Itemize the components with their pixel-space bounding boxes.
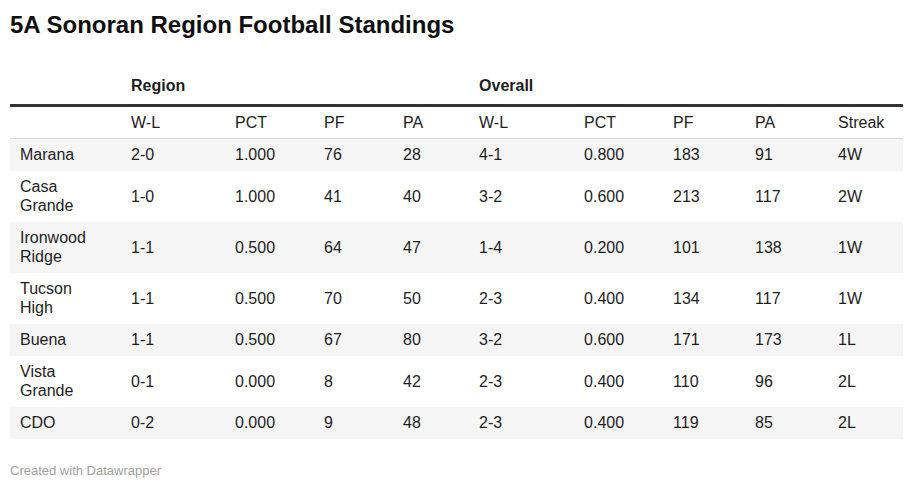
streak: 2L	[838, 356, 903, 407]
overall-pa: 117	[755, 273, 838, 324]
region-pa: 47	[403, 222, 479, 273]
region-pa: 48	[403, 407, 479, 439]
overall-wl: 2-3	[479, 407, 584, 439]
overall-pa: 96	[755, 356, 838, 407]
region-pa: 42	[403, 356, 479, 407]
overall-pa: 173	[755, 324, 838, 356]
team-name: Tucson High	[10, 273, 131, 324]
overall-pa: 117	[755, 171, 838, 222]
overall-pf: 171	[673, 324, 755, 356]
region-wl: 0-2	[131, 407, 235, 439]
overall-wl: 3-2	[479, 324, 584, 356]
region-pct: 0.000	[235, 356, 324, 407]
region-pa: 40	[403, 171, 479, 222]
overall-wl: 1-4	[479, 222, 584, 273]
region-pf: 64	[324, 222, 403, 273]
region-pct: 0.000	[235, 407, 324, 439]
region-pct: 1.000	[235, 139, 324, 172]
region-pct: 0.500	[235, 222, 324, 273]
table-row: Marana 2-0 1.000 76 28 4-1 0.800 183 91 …	[10, 139, 903, 172]
region-wl: 2-0	[131, 139, 235, 172]
column-group-header-row: Region Overall	[10, 64, 903, 106]
overall-pct: 0.600	[584, 324, 673, 356]
overall-wl: 4-1	[479, 139, 584, 172]
overall-pa: 85	[755, 407, 838, 439]
overall-pf: 134	[673, 273, 755, 324]
col-header-overall-pct: PCT	[584, 106, 673, 139]
table-row: Buena 1-1 0.500 67 80 3-2 0.600 171 173 …	[10, 324, 903, 356]
streak: 1W	[838, 222, 903, 273]
team-name: CDO	[10, 407, 131, 439]
overall-pct: 0.400	[584, 356, 673, 407]
overall-pa: 91	[755, 139, 838, 172]
table-row: Vista Grande 0-1 0.000 8 42 2-3 0.400 11…	[10, 356, 903, 407]
team-name: Vista Grande	[10, 356, 131, 407]
overall-pct: 0.200	[584, 222, 673, 273]
region-pf: 8	[324, 356, 403, 407]
streak: 1L	[838, 324, 903, 356]
chart-container: 5A Sonoran Region Football Standings Reg…	[0, 0, 915, 439]
region-pf: 76	[324, 139, 403, 172]
overall-pf: 213	[673, 171, 755, 222]
overall-wl: 3-2	[479, 171, 584, 222]
table-row: CDO 0-2 0.000 9 48 2-3 0.400 119 85 2L	[10, 407, 903, 439]
region-pct: 0.500	[235, 273, 324, 324]
overall-pct: 0.800	[584, 139, 673, 172]
col-header-streak: Streak	[838, 106, 903, 139]
overall-pf: 119	[673, 407, 755, 439]
region-pf: 67	[324, 324, 403, 356]
region-pa: 50	[403, 273, 479, 324]
region-pf: 41	[324, 171, 403, 222]
col-header-region-pf: PF	[324, 106, 403, 139]
team-name: Buena	[10, 324, 131, 356]
datawrapper-credit: Created with Datawrapper	[10, 463, 915, 479]
team-name: Marana	[10, 139, 131, 172]
standings-table: Region Overall W-L PCT PF PA W-L PCT PF …	[10, 64, 903, 439]
overall-wl: 2-3	[479, 356, 584, 407]
col-header-region-wl: W-L	[131, 106, 235, 139]
overall-pf: 101	[673, 222, 755, 273]
overall-wl: 2-3	[479, 273, 584, 324]
region-pa: 28	[403, 139, 479, 172]
column-header-row: W-L PCT PF PA W-L PCT PF PA Streak	[10, 106, 903, 139]
table-row: Tucson High 1-1 0.500 70 50 2-3 0.400 13…	[10, 273, 903, 324]
region-pf: 70	[324, 273, 403, 324]
col-header-region-pa: PA	[403, 106, 479, 139]
page-title: 5A Sonoran Region Football Standings	[10, 12, 905, 38]
region-pct: 1.000	[235, 171, 324, 222]
region-wl: 1-1	[131, 324, 235, 356]
overall-pct: 0.400	[584, 407, 673, 439]
table-row: Ironwood Ridge 1-1 0.500 64 47 1-4 0.200…	[10, 222, 903, 273]
region-wl: 1-0	[131, 171, 235, 222]
streak: 4W	[838, 139, 903, 172]
region-pa: 80	[403, 324, 479, 356]
col-header-overall-pa: PA	[755, 106, 838, 139]
streak: 1W	[838, 273, 903, 324]
overall-pct: 0.600	[584, 171, 673, 222]
group-header-spacer	[10, 64, 131, 106]
col-header-overall-pf: PF	[673, 106, 755, 139]
region-pf: 9	[324, 407, 403, 439]
overall-pf: 110	[673, 356, 755, 407]
streak: 2L	[838, 407, 903, 439]
table-row: Casa Grande 1-0 1.000 41 40 3-2 0.600 21…	[10, 171, 903, 222]
col-header-team	[10, 106, 131, 139]
overall-pct: 0.400	[584, 273, 673, 324]
region-wl: 0-1	[131, 356, 235, 407]
streak: 2W	[838, 171, 903, 222]
group-header-region: Region	[131, 64, 479, 106]
group-header-overall: Overall	[479, 64, 903, 106]
region-wl: 1-1	[131, 222, 235, 273]
region-pct: 0.500	[235, 324, 324, 356]
team-name: Ironwood Ridge	[10, 222, 131, 273]
overall-pa: 138	[755, 222, 838, 273]
region-wl: 1-1	[131, 273, 235, 324]
col-header-overall-wl: W-L	[479, 106, 584, 139]
overall-pf: 183	[673, 139, 755, 172]
team-name: Casa Grande	[10, 171, 131, 222]
col-header-region-pct: PCT	[235, 106, 324, 139]
